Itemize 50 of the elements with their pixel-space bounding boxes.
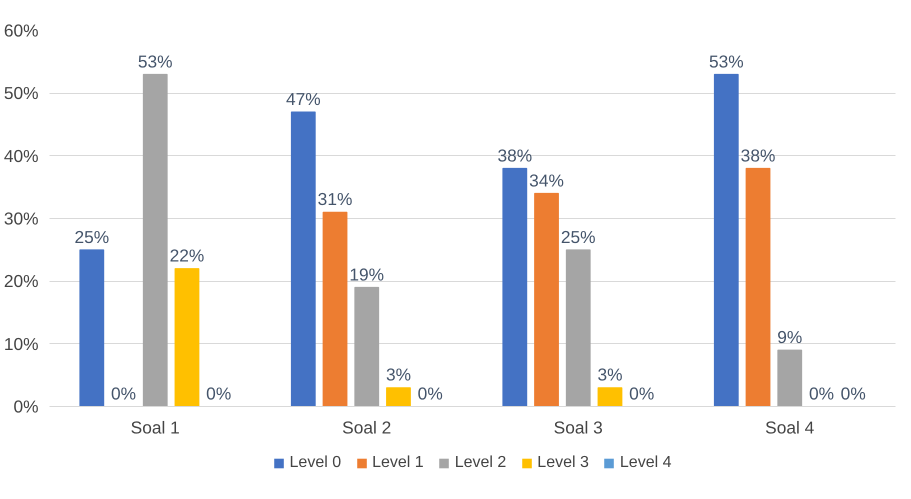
legend-label: Level 0: [290, 454, 342, 472]
bar: [174, 268, 200, 406]
data-label: 3%: [597, 364, 622, 385]
legend-label: Level 1: [372, 454, 424, 472]
x-tick-label: Soal 4: [765, 418, 815, 438]
data-label: 0%: [629, 384, 654, 404]
bar: [777, 350, 802, 406]
bar: [79, 249, 104, 406]
data-label: 0%: [206, 384, 232, 404]
data-label: 53%: [138, 51, 173, 72]
bar: [322, 212, 348, 406]
bar: [290, 111, 316, 406]
data-label: 22%: [170, 246, 204, 266]
y-tick-label: 0%: [13, 396, 38, 416]
data-label: 0%: [418, 384, 443, 404]
bar: [746, 168, 770, 406]
data-label: 3%: [386, 364, 411, 385]
y-tick-label: 60%: [4, 20, 39, 40]
bar: [142, 74, 168, 406]
data-label: 34%: [529, 170, 564, 190]
data-label: 19%: [349, 264, 384, 284]
y-tick-label: 40%: [4, 146, 39, 166]
data-label: 31%: [318, 189, 352, 210]
legend-label: Level 3: [537, 454, 589, 472]
y-tick-label: 20%: [4, 271, 39, 292]
data-label: 47%: [286, 88, 321, 109]
x-tick-label: Soal 1: [130, 418, 180, 438]
data-label: 9%: [777, 327, 802, 348]
bar: [566, 249, 591, 406]
legend-label: Level 2: [454, 454, 506, 472]
bar: [502, 168, 528, 406]
y-tick-label: 30%: [4, 208, 39, 228]
data-label: 0%: [111, 384, 136, 404]
y-tick-label: 50%: [4, 83, 39, 104]
bar: [354, 286, 380, 406]
bar: [714, 74, 739, 406]
data-label: 25%: [74, 226, 110, 247]
legend-label: Level 4: [620, 454, 672, 472]
bar: [598, 387, 622, 406]
data-label: 38%: [497, 145, 532, 166]
x-tick-label: Soal 3: [554, 418, 603, 438]
data-label: 25%: [560, 226, 596, 247]
data-label: 53%: [708, 51, 744, 72]
y-tick-label: 10%: [4, 334, 39, 354]
data-label: 38%: [740, 145, 776, 166]
bar: [386, 387, 411, 406]
x-tick-label: Soal 2: [342, 418, 392, 438]
bar: [534, 192, 559, 406]
data-label: 0%: [840, 384, 866, 404]
data-label: 0%: [808, 384, 834, 404]
